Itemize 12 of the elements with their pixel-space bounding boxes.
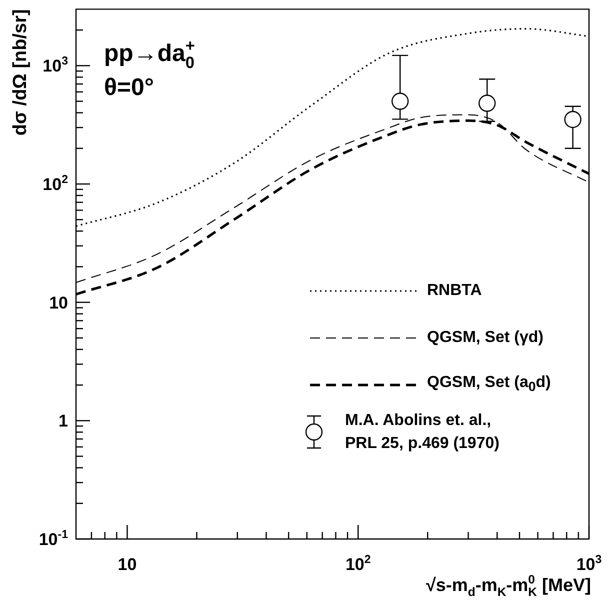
legend-label: QGSM, Set (γd) [427, 328, 544, 348]
legend-label: RNBTA [427, 281, 482, 301]
point [564, 110, 582, 128]
x-tick-label: 10 [118, 555, 137, 574]
legend-label: QGSM, Set (a$_{0}$d) [427, 372, 551, 396]
point [391, 92, 409, 110]
y-tick-label: 1 [58, 412, 68, 431]
y-axis-title: dσ /dΩ [nb/sr] [10, 9, 31, 136]
point [478, 94, 496, 112]
text: θ=0° [104, 74, 154, 102]
legend-label: M.A. Abolins et. al., PRL 25, p.469 (1970) [345, 410, 500, 454]
y-tick-label: 10 [49, 293, 68, 312]
